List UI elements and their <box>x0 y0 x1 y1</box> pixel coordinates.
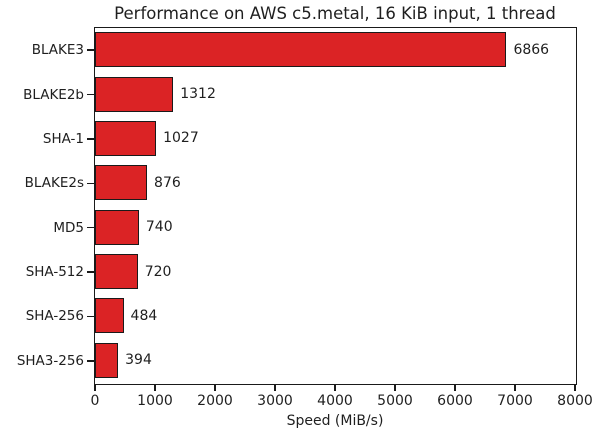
x-axis-tick-label: 8000 <box>557 393 593 409</box>
x-axis-tick-label: 1000 <box>137 393 173 409</box>
bar-value-label: 720 <box>144 263 172 280</box>
x-axis-tick <box>154 384 156 391</box>
x-axis-tick <box>514 384 516 391</box>
y-axis-category-label: BLAKE2s <box>24 175 84 192</box>
x-axis-tick <box>574 384 576 391</box>
y-axis-tick <box>87 138 94 140</box>
y-axis-category-label: SHA3-256 <box>16 352 84 369</box>
y-axis-category-label: BLAKE3 <box>31 42 84 59</box>
y-axis-tick <box>87 226 94 229</box>
x-axis-tick <box>274 384 276 391</box>
y-axis-category-label: BLAKE2b <box>23 86 84 103</box>
x-axis-tick-label: 0 <box>90 393 100 409</box>
y-axis-category-label: SHA-256 <box>25 308 84 325</box>
bar <box>94 254 138 290</box>
y-axis-category-label: MD5 <box>53 219 84 236</box>
x-axis-tick <box>214 384 216 391</box>
y-axis-tick <box>87 182 94 185</box>
x-axis-tick <box>394 384 396 391</box>
bar-value-label: 394 <box>125 352 152 369</box>
y-axis-category-label: SHA-1 <box>42 130 84 147</box>
x-axis-tick-label: 2000 <box>197 393 233 409</box>
chart-title: Performance on AWS c5.metal, 16 KiB inpu… <box>114 4 556 23</box>
bar-value-label: 740 <box>145 219 173 236</box>
plot-area: 6866 1312 1027 876 740 720 484 394 <box>93 26 577 385</box>
x-axis-tick <box>334 384 336 391</box>
y-axis-tick <box>87 49 94 51</box>
bar-value-label: 484 <box>130 307 158 324</box>
bar <box>94 165 148 201</box>
bar-value-label: 1027 <box>163 130 199 147</box>
bar <box>94 120 157 156</box>
bar-value-label: 876 <box>154 174 181 191</box>
y-axis-tick <box>87 360 94 362</box>
bar-value-label: 6866 <box>513 41 550 58</box>
y-axis-tick <box>87 93 94 96</box>
bar <box>94 209 139 245</box>
y-axis-tick <box>87 271 94 273</box>
bar <box>94 32 507 68</box>
y-axis-category-label: SHA-512 <box>25 264 84 281</box>
x-axis-tick-label: 5000 <box>377 393 413 409</box>
bar <box>94 76 174 112</box>
y-axis-tick <box>87 315 94 318</box>
x-axis-tick <box>94 384 96 391</box>
x-axis-tick-label: 6000 <box>437 393 473 409</box>
x-axis-tick-label: 3000 <box>257 393 293 409</box>
x-axis-tick-label: 7000 <box>497 393 533 409</box>
x-axis-tick-label: 4000 <box>317 393 353 409</box>
x-axis-label: Speed (MiB/s) <box>286 413 384 429</box>
bar <box>94 298 124 334</box>
x-axis-tick <box>454 384 456 391</box>
bar <box>94 342 119 378</box>
bar-value-label: 1312 <box>180 86 216 103</box>
